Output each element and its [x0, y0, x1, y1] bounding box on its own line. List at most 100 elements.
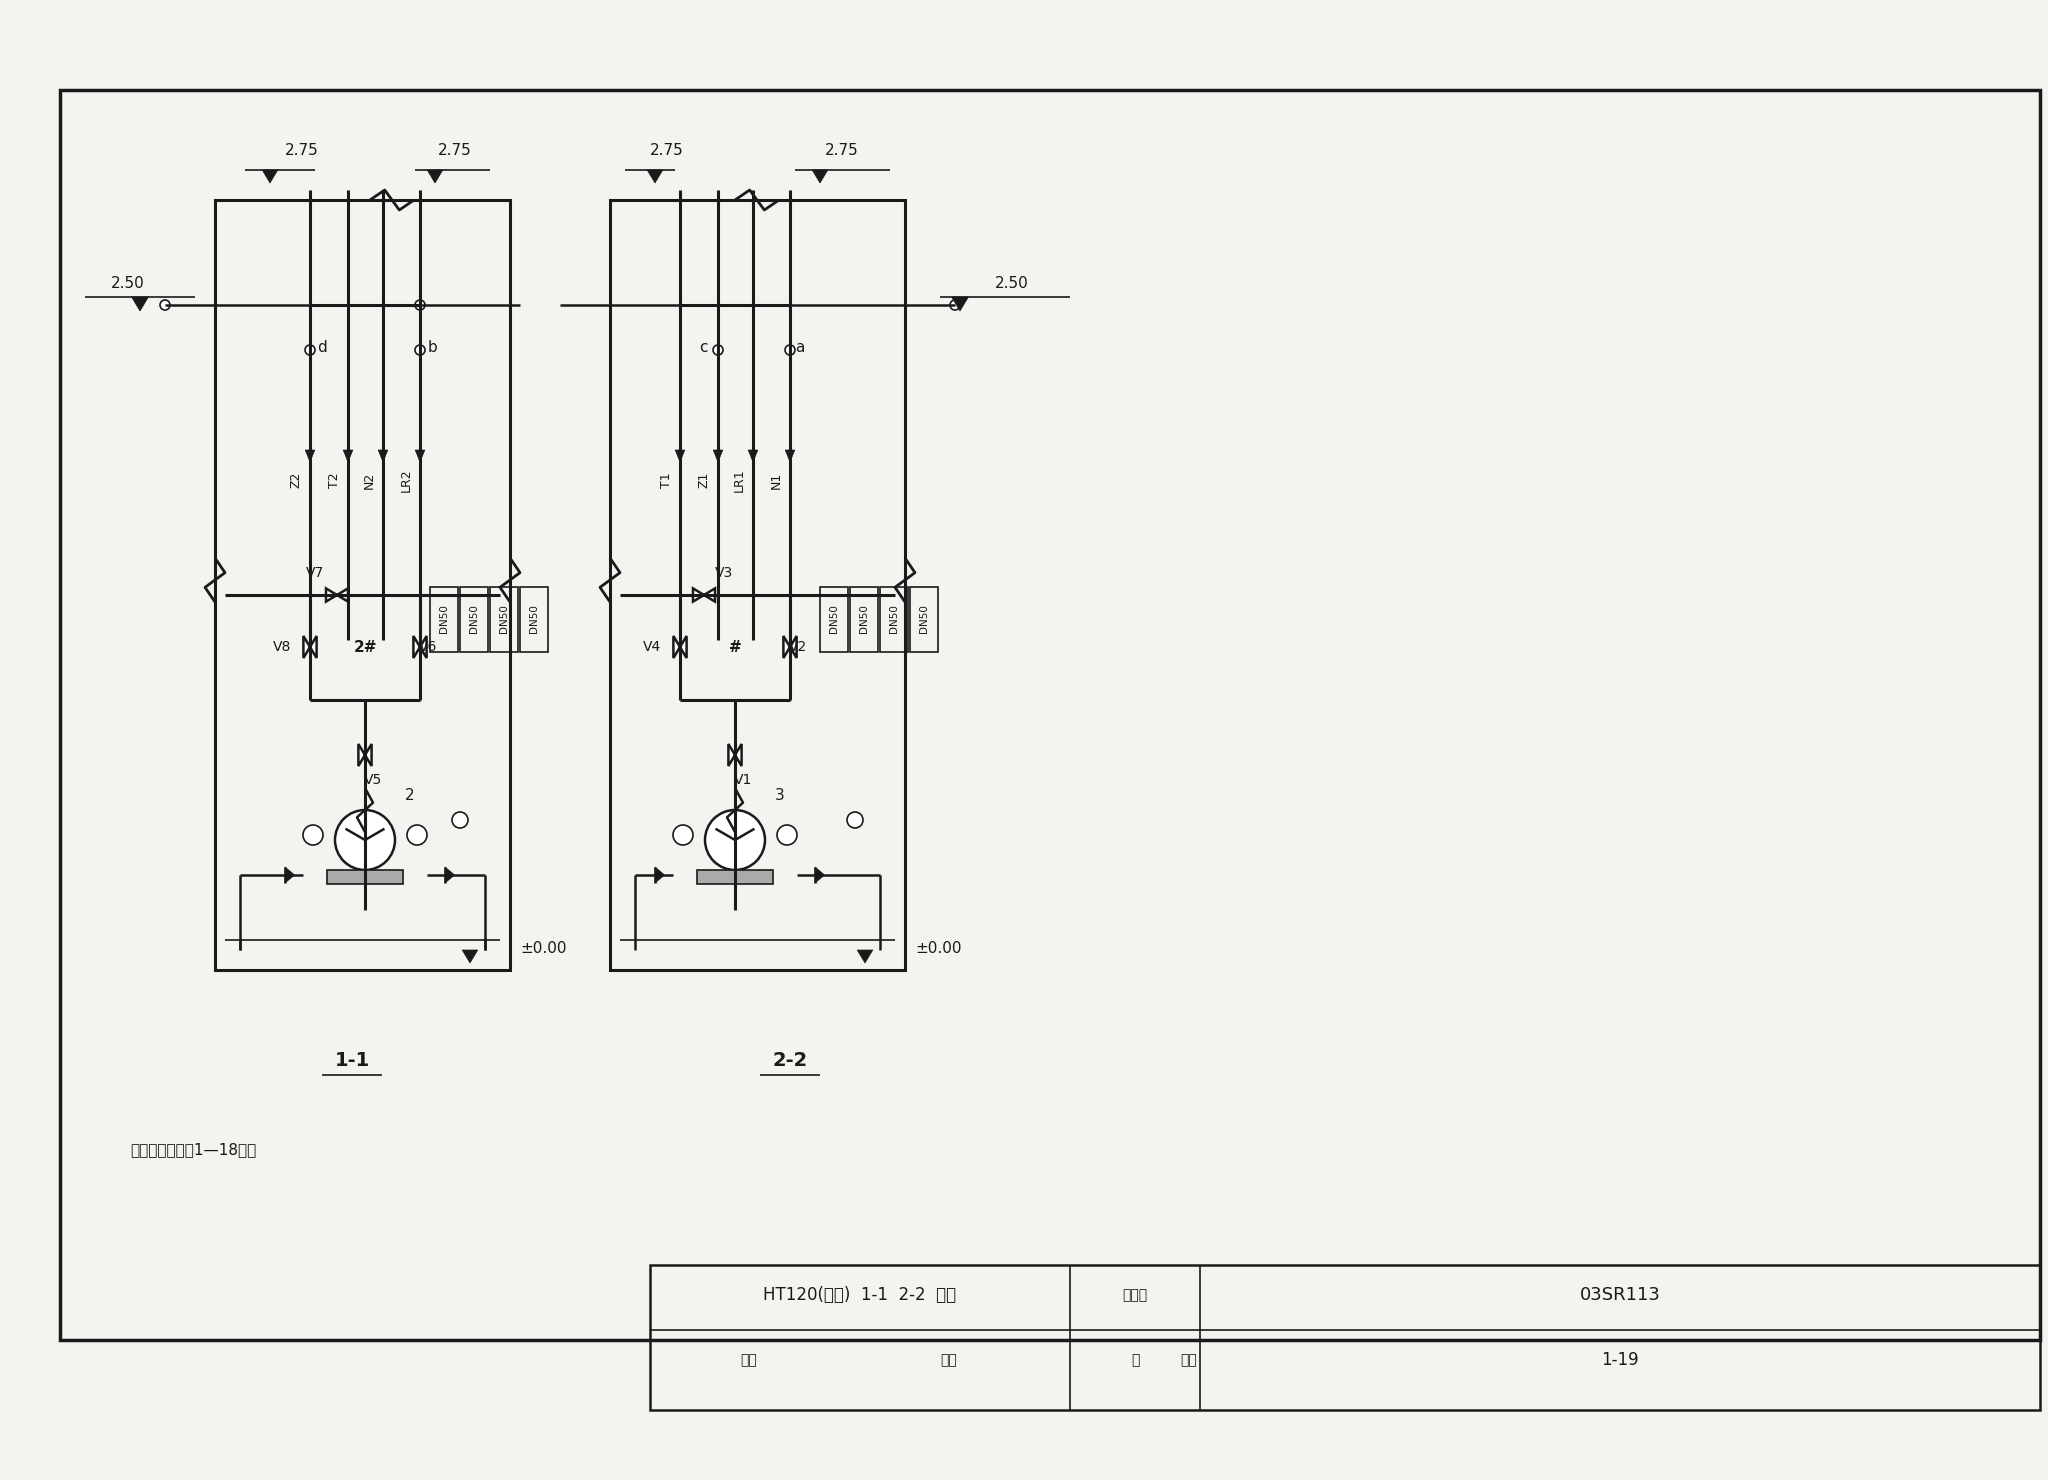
Text: LR1: LR1 [733, 468, 745, 491]
Text: 1-19: 1-19 [1602, 1351, 1638, 1369]
Bar [520, 588, 549, 653]
Circle shape [305, 345, 315, 355]
Polygon shape [647, 170, 664, 184]
Polygon shape [952, 297, 969, 311]
Polygon shape [303, 636, 317, 659]
Text: V3: V3 [715, 565, 733, 580]
Text: LR2: LR2 [399, 468, 412, 491]
Text: DN50: DN50 [858, 604, 868, 633]
Circle shape [453, 813, 469, 827]
Bar [59, 90, 2040, 1339]
Text: 2.75: 2.75 [285, 142, 319, 157]
Text: a: a [795, 339, 805, 355]
Polygon shape [428, 170, 442, 184]
Text: c: c [698, 339, 707, 355]
Polygon shape [416, 450, 424, 462]
Text: 2.75: 2.75 [438, 142, 471, 157]
Text: 校对: 校对 [940, 1353, 956, 1368]
Text: DN50: DN50 [889, 604, 899, 633]
Polygon shape [674, 636, 686, 659]
Text: V8: V8 [272, 639, 291, 654]
Bar [881, 588, 907, 653]
Text: ±0.00: ±0.00 [915, 940, 961, 956]
Text: 2#: 2# [352, 639, 377, 654]
Circle shape [416, 345, 426, 355]
Polygon shape [326, 589, 348, 601]
Text: V5: V5 [365, 773, 383, 787]
Text: DN50: DN50 [500, 604, 510, 633]
Text: 2.50: 2.50 [111, 275, 145, 290]
Text: 2.75: 2.75 [825, 142, 858, 157]
Polygon shape [344, 450, 352, 462]
Circle shape [416, 300, 426, 309]
Polygon shape [858, 950, 872, 963]
Text: V4: V4 [643, 639, 662, 654]
Polygon shape [784, 450, 795, 462]
Text: V7: V7 [305, 565, 324, 580]
Bar [909, 588, 938, 653]
Polygon shape [262, 170, 279, 184]
Bar [489, 588, 518, 653]
Text: 2.75: 2.75 [649, 142, 684, 157]
Polygon shape [676, 450, 684, 462]
Text: V1: V1 [733, 773, 752, 787]
Circle shape [848, 813, 862, 827]
Text: 页: 页 [1130, 1353, 1139, 1368]
Text: #: # [729, 639, 741, 654]
Polygon shape [784, 636, 797, 659]
Text: 设计: 设计 [1180, 1353, 1196, 1368]
Circle shape [336, 810, 395, 870]
Bar [461, 588, 487, 653]
Text: HT120(一吁)  1-1  2-2  剖面: HT120(一吁) 1-1 2-2 剖面 [764, 1286, 956, 1304]
Circle shape [713, 345, 723, 355]
Circle shape [408, 824, 426, 845]
Text: 3: 3 [774, 787, 784, 802]
Bar [610, 200, 905, 969]
Text: 注：设备表见第1—18页。: 注：设备表见第1—18页。 [129, 1143, 256, 1157]
Polygon shape [444, 867, 455, 884]
Text: N1: N1 [770, 471, 782, 488]
Bar [328, 870, 403, 884]
Bar [819, 588, 848, 653]
Text: DN50: DN50 [469, 604, 479, 633]
Polygon shape [463, 950, 477, 963]
Polygon shape [131, 297, 147, 311]
Text: 图集号: 图集号 [1122, 1288, 1147, 1302]
Bar [649, 1265, 2040, 1410]
Polygon shape [379, 450, 387, 462]
Circle shape [950, 300, 961, 309]
Circle shape [303, 824, 324, 845]
Text: 2.50: 2.50 [995, 275, 1028, 290]
Circle shape [705, 810, 766, 870]
Polygon shape [748, 450, 758, 462]
Polygon shape [729, 744, 741, 767]
Polygon shape [713, 450, 723, 462]
Polygon shape [285, 867, 295, 884]
Bar [430, 588, 459, 653]
Text: b: b [428, 339, 436, 355]
Circle shape [776, 824, 797, 845]
Circle shape [674, 824, 692, 845]
Text: V2: V2 [788, 639, 807, 654]
Polygon shape [305, 450, 315, 462]
Bar [850, 588, 879, 653]
Polygon shape [813, 170, 827, 184]
Text: 2: 2 [406, 787, 416, 802]
Text: Z2: Z2 [289, 472, 303, 488]
Polygon shape [692, 589, 715, 601]
Text: 1-1: 1-1 [334, 1051, 369, 1070]
Text: T1: T1 [659, 472, 672, 488]
Text: Z1: Z1 [698, 472, 711, 488]
Text: 03SR113: 03SR113 [1579, 1286, 1661, 1304]
Polygon shape [414, 636, 426, 659]
Text: DN50: DN50 [438, 604, 449, 633]
Text: T2: T2 [328, 472, 340, 488]
Circle shape [160, 300, 170, 309]
Text: d: d [317, 339, 328, 355]
Circle shape [784, 345, 795, 355]
Polygon shape [655, 867, 666, 884]
Text: DN50: DN50 [920, 604, 930, 633]
Text: N2: N2 [362, 471, 375, 488]
Bar [696, 870, 772, 884]
Text: 审核: 审核 [739, 1353, 758, 1368]
